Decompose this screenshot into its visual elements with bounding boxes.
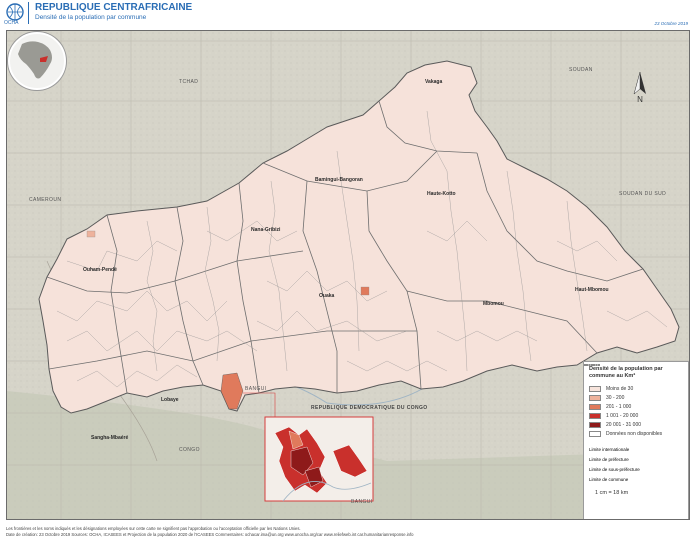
- prefecture-boundaries: [46, 100, 644, 394]
- page-title: REPUBLIQUE CENTRAFRICAINE: [35, 2, 193, 13]
- label-bamingui: Bamingui-Bangoran: [315, 177, 363, 183]
- commune-bangui-area: [220, 372, 244, 410]
- label-rdc: REPUBLIQUE DEMOCRATIQUE DU CONGO: [311, 405, 428, 411]
- map-canvas: [7, 31, 689, 519]
- org-label: OCHA: [4, 20, 19, 26]
- legend-swatch: [589, 385, 601, 392]
- north-arrow-icon: N: [633, 71, 646, 104]
- legend-swatch: [589, 403, 601, 410]
- label-sangha: Sangha-Mbaéré: [91, 435, 129, 441]
- legend-line-label: Limite de préfecture: [589, 456, 629, 462]
- legend-class-label: 20 001 - 31 000: [606, 421, 642, 428]
- label-tchad: TCHAD: [179, 79, 199, 85]
- legend-swatch: [589, 394, 601, 401]
- car-country-shape: [38, 60, 680, 414]
- north-label: N: [637, 95, 643, 104]
- map-frame[interactable]: TCHAD SOUDAN SOUDAN DU SUD CAMEROUN REPU…: [6, 30, 690, 520]
- commune-dense-2: [360, 286, 370, 296]
- label-bangui: BANGUI: [245, 386, 267, 392]
- label-ouham-pende: Ouham-Pendé: [83, 267, 117, 273]
- footer: Les frontières et les noms indiqués et l…: [6, 526, 690, 538]
- commune-dense-1: [86, 230, 96, 238]
- legend-title: Densité de la population par commune au …: [589, 366, 663, 379]
- legend-class: 30 - 200: [589, 393, 683, 402]
- bangui-inset: [264, 416, 374, 502]
- label-ouaka: Ouaka: [319, 293, 335, 299]
- locator-globe: [8, 32, 66, 90]
- date-label: 23 Octobre 2019: [654, 21, 688, 26]
- commune-line-icon: [584, 364, 600, 366]
- legend-class: 20 001 - 31 000: [589, 420, 683, 429]
- legend-line-label: Limite de sous-préfecture: [589, 466, 640, 472]
- legend-line-label: Limite internationale: [589, 446, 630, 452]
- legend-line-label: Limite de commune: [589, 476, 629, 482]
- ocha-logo-icon: [6, 3, 24, 21]
- label-congo: CONGO: [179, 447, 200, 453]
- commune-boundaries: [56, 110, 668, 388]
- label-vakaga: Vakaga: [425, 79, 443, 85]
- label-haut-mbomou: Haut-Mbomou: [575, 287, 609, 293]
- legend-class: Moins de 30: [589, 384, 683, 393]
- legend-swatch: [589, 421, 601, 428]
- label-soudan: SOUDAN: [569, 67, 593, 73]
- page-subtitle: Densité de la population par commune: [35, 14, 147, 21]
- label-bangui-inset: BANGUI: [351, 499, 373, 505]
- title-block: REPUBLIQUE CENTRAFRICAINE Densité de la …: [28, 2, 192, 24]
- legend-class-label: 30 - 200: [606, 394, 625, 401]
- legend-class-label: Moins de 30: [606, 385, 634, 392]
- legend-class-label: 1 001 - 20 000: [606, 412, 639, 419]
- legend-class-label: Données non disponibles: [606, 430, 663, 437]
- legend-swatch: [589, 412, 601, 419]
- legend-swatch: [589, 430, 601, 437]
- footer-disclaimer: Les frontières et les noms indiqués et l…: [6, 526, 301, 531]
- legend-class: 1 001 - 20 000: [589, 411, 683, 420]
- legend-class: 201 - 1 000: [589, 402, 683, 411]
- label-soudan-sud: SOUDAN DU SUD: [619, 191, 667, 197]
- bangui-callout-line: [243, 392, 276, 417]
- label-lobaye: Lobaye: [161, 397, 179, 403]
- legend-line-prefecture: Limite de préfecture: [584, 364, 683, 464]
- legend-class: Données non disponibles: [589, 429, 683, 438]
- legend-line-subprefecture: Limite de sous-préfecture: [584, 364, 683, 474]
- legend: Densité de la population par commune au …: [583, 361, 689, 519]
- scale-label: 1 cm = 18 km: [595, 490, 629, 496]
- footer-sources: Date de création: 23 Octobre 2019 Source…: [6, 532, 414, 537]
- label-haute-kotto: Haute-Kotto: [427, 191, 456, 197]
- label-mbomou: Mbomou: [483, 301, 504, 307]
- legend-class-label: 201 - 1 000: [606, 403, 632, 410]
- legend-line-international: Limite internationale: [584, 364, 683, 454]
- header: OCHA REPUBLIQUE CENTRAFRICAINE Densité d…: [0, 0, 696, 28]
- label-cameroun: CAMEROUN: [29, 197, 62, 203]
- legend-line-commune: Limite de commune: [584, 364, 683, 484]
- inset-river: [282, 481, 372, 502]
- label-nana-gribizi: Nana-Gribizi: [251, 227, 281, 233]
- globe-icon: [18, 41, 52, 79]
